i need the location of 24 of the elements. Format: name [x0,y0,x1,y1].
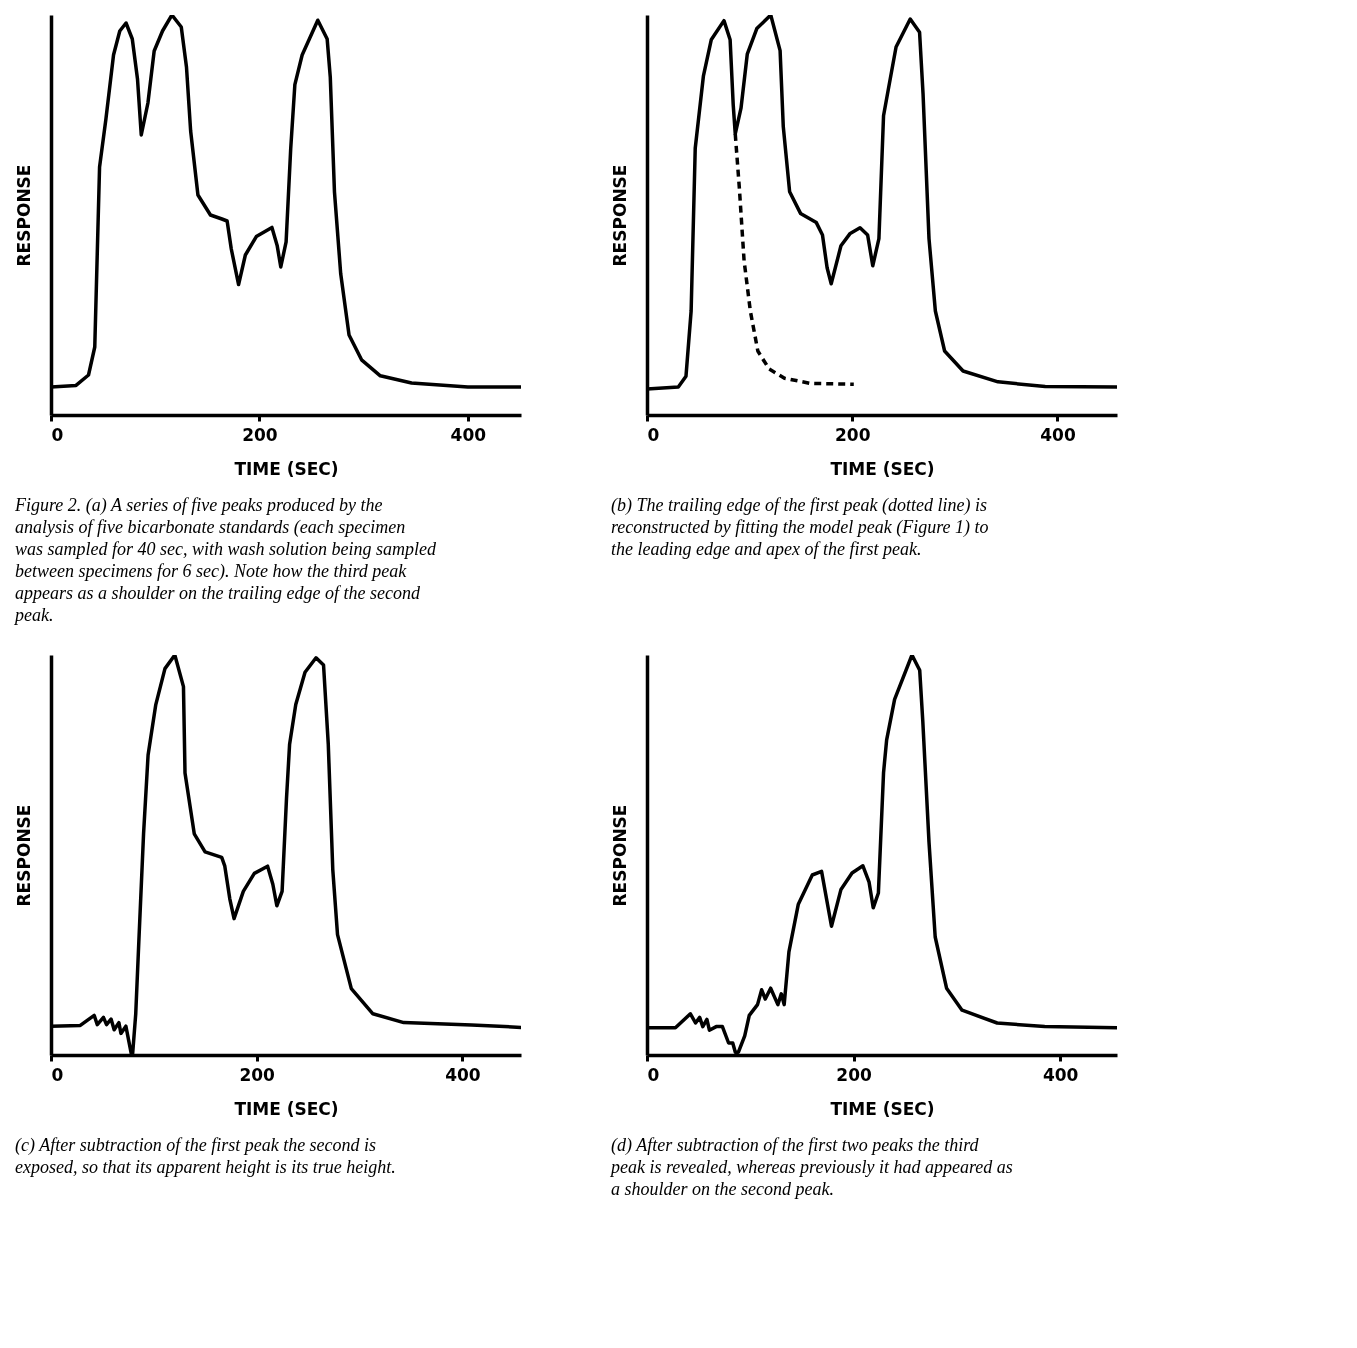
text: (c) After subtraction of the first peak the second is exposed, so that its apparent height is its true height. [15,1135,396,1177]
caption: Figure 2. (a) A series of five peaks produced by the analysis of five bicarbonate standards (each specimen was sampled for 40 sec, with wash solution being sampled between specimens for 6 sec). Note how the third peak appears as a shoulder on the trailing edge of the second peak. [13,495,437,625]
x-tick-label: 200 [834,424,871,445]
x-axis-title: TIME (SEC) [234,1098,339,1119]
y-axis-title: RESPONSE [609,804,630,907]
x-tick-label: 400 [450,424,487,445]
text: (d) After subtraction of the first two peaks the third peak is revealed, whereas previously it had appeared as a shoulder on the second peak. [609,1135,1013,1199]
x-tick-label: 400 [1040,424,1076,445]
y-axis-title: RESPONSE [13,804,34,907]
x-tick-label: 200 [242,424,278,445]
x-tick-label: 0 [647,1064,660,1085]
y-axis-title: RESPONSE [609,164,630,267]
x-tick-label: 400 [445,1064,481,1085]
y-axis-title: RESPONSE [13,164,34,267]
x-axis-title: TIME (SEC) [830,458,935,479]
x-tick-label: 0 [51,424,64,445]
x-tick-label: 200 [239,1064,276,1085]
x-axis-title: TIME (SEC) [830,1098,935,1119]
text: (b) The trailing edge of the first peak (dotted line) is reconstructed by fitting the model peak (Figure 1) to the leading edge and apex of the first peak. [611,495,989,559]
x-tick-label: 0 [51,1064,64,1085]
x-tick-label: 0 [647,424,660,445]
x-tick-label: 400 [1042,1064,1079,1085]
x-axis-title: TIME (SEC) [234,458,339,479]
x-tick-label: 200 [836,1064,872,1085]
